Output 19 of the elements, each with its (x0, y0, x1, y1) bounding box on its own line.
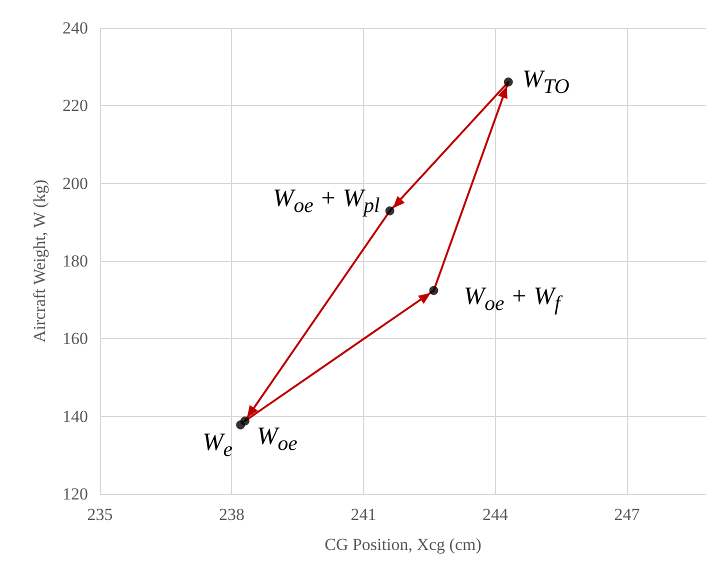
annotation: W$_{oe}$ + W$_{f}$ (464, 282, 560, 316)
annotation: W$_{e}$ (202, 428, 233, 463)
annotation: W$_{TO}$ (522, 66, 570, 100)
annotation: W$_{oe}$ (256, 422, 298, 457)
y-tick-label: 120 (62, 484, 88, 504)
x-tick-label: 241 (350, 505, 376, 524)
y-tick-label: 220 (62, 96, 88, 116)
y-tick-label: 200 (62, 174, 88, 193)
y-tick-label: 180 (62, 252, 88, 270)
x-tick-label: 238 (218, 505, 244, 524)
y-tick-label: 140 (62, 406, 88, 426)
x-axis-title: CG Position, Xcg (cm) (324, 535, 482, 554)
x-tick-label: 235 (87, 505, 113, 524)
annotation: W$_{oe}$ + W$_{pl}$ (272, 184, 380, 219)
y-tick-label: 240 (62, 18, 88, 38)
y-axis-title: Aircraft Weight, W (kg) (30, 180, 49, 342)
x-tick-label: 244 (482, 505, 508, 524)
x-tick-label: 247 (614, 505, 640, 524)
y-tick-label: 160 (62, 329, 88, 348)
